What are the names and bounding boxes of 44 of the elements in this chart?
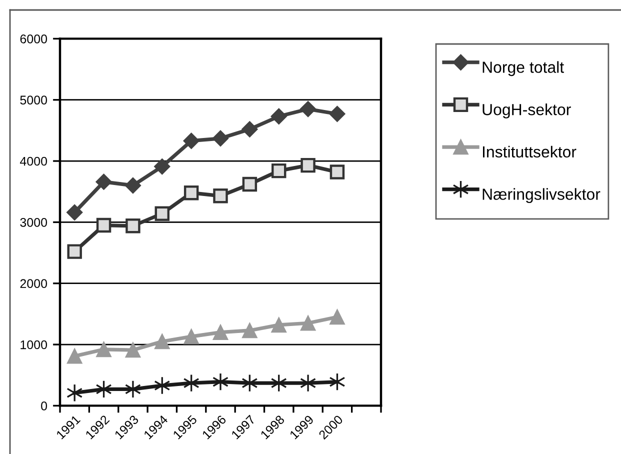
point bbox=[212, 324, 228, 340]
point bbox=[126, 218, 140, 234]
y-tick-label: 6000 bbox=[20, 34, 48, 44]
y-tick-label: 3000 bbox=[20, 218, 48, 227]
y-tick-label: 0 bbox=[41, 402, 48, 410]
point bbox=[67, 244, 82, 259]
point bbox=[96, 218, 112, 233]
point bbox=[271, 317, 287, 333]
legend-label: UogH-sektor bbox=[482, 104, 571, 118]
point bbox=[300, 374, 316, 392]
point bbox=[330, 309, 345, 325]
point bbox=[96, 174, 112, 190]
point bbox=[272, 163, 286, 178]
point bbox=[300, 315, 316, 331]
y-tick-label: 2000 bbox=[20, 279, 48, 288]
point bbox=[124, 380, 142, 398]
point bbox=[66, 204, 83, 220]
y-tick-label: 1000 bbox=[20, 340, 48, 350]
point bbox=[183, 132, 200, 149]
legend-label: Næringslivsektor bbox=[482, 188, 600, 204]
point bbox=[124, 177, 142, 194]
point bbox=[329, 106, 346, 122]
point bbox=[184, 328, 199, 344]
point bbox=[154, 206, 170, 221]
point bbox=[96, 342, 112, 358]
point bbox=[242, 322, 258, 338]
legend-label: Instituttsektor bbox=[482, 146, 576, 158]
point bbox=[242, 121, 258, 138]
point bbox=[242, 176, 258, 192]
point bbox=[66, 348, 82, 364]
point bbox=[212, 130, 229, 146]
point bbox=[330, 164, 345, 180]
point bbox=[154, 158, 170, 175]
y-tick-label: 5000 bbox=[20, 96, 48, 105]
point bbox=[184, 185, 199, 200]
point bbox=[270, 108, 287, 124]
legend-label: Norge totalt bbox=[482, 61, 564, 76]
point bbox=[154, 334, 170, 350]
point bbox=[125, 342, 141, 358]
point bbox=[213, 188, 228, 204]
point bbox=[212, 372, 229, 392]
y-tick-label: 4000 bbox=[20, 156, 48, 166]
point bbox=[300, 100, 316, 118]
point bbox=[300, 158, 316, 173]
